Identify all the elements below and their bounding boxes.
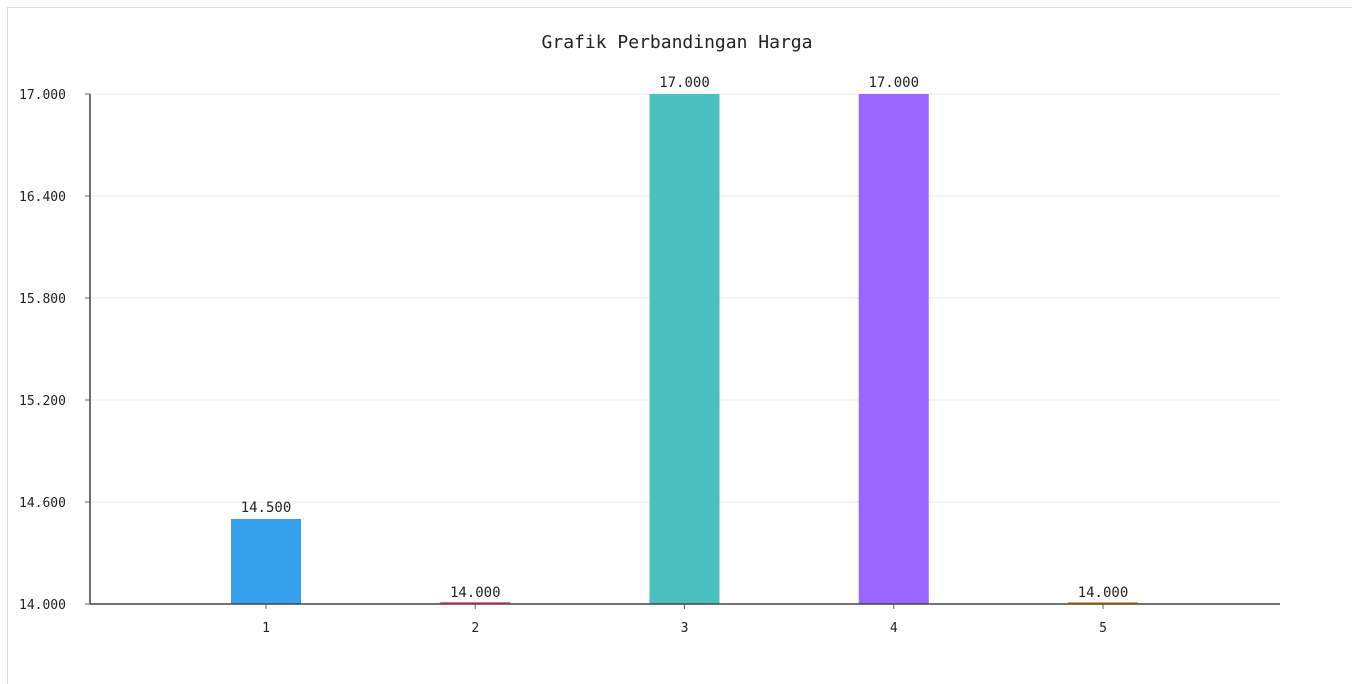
bar-1 <box>231 519 301 604</box>
x-tick-label: 2 <box>471 621 479 636</box>
data-label-5: 14.000 <box>1078 585 1129 601</box>
x-tick-label: 4 <box>890 621 898 636</box>
bars <box>231 94 1138 604</box>
bar-3 <box>649 94 720 604</box>
y-tick-label: 16.400 <box>19 190 66 205</box>
y-axis-ticks: 14.000 14.600 15.200 15.800 16.400 17.000 <box>19 88 90 613</box>
y-tick-label: 14.000 <box>19 598 66 613</box>
x-tick-label: 1 <box>262 621 270 636</box>
bar-4 <box>858 94 929 604</box>
data-labels: 14.500 14.000 17.000 17.000 14.000 <box>241 75 1129 601</box>
data-label-1: 14.500 <box>241 500 292 516</box>
x-tick-label: 3 <box>681 621 689 636</box>
y-tick-label: 17.000 <box>19 88 66 103</box>
y-tick-label: 14.600 <box>19 496 66 511</box>
data-label-2: 14.000 <box>450 585 501 601</box>
y-tick-label: 15.200 <box>19 394 66 409</box>
bar-5 <box>1068 602 1138 604</box>
data-label-3: 17.000 <box>659 75 710 91</box>
x-axis-ticks: 1 2 3 4 5 <box>262 604 1107 636</box>
bar-2 <box>440 602 511 604</box>
chart-title: Grafik Perbandingan Harga <box>542 32 813 53</box>
data-label-4: 17.000 <box>868 75 919 91</box>
x-tick-label: 5 <box>1099 621 1107 636</box>
y-tick-label: 15.800 <box>19 292 66 307</box>
